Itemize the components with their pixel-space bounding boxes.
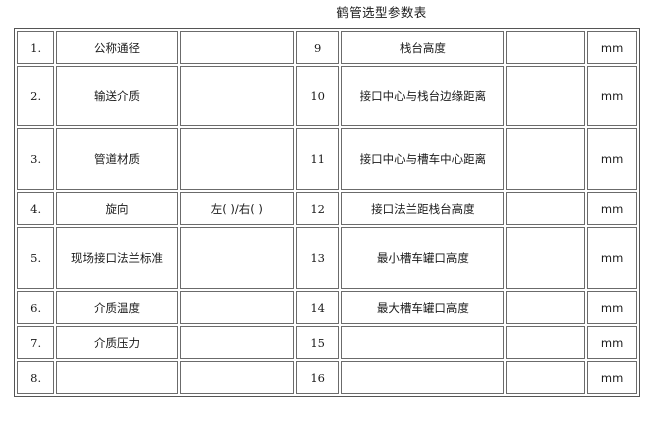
row-number-right: 13 (295, 227, 340, 289)
parameter-label-right: 接口法兰距栈台高度 (341, 192, 505, 225)
parameter-value-right[interactable] (506, 291, 586, 324)
parameter-value-left[interactable] (179, 31, 294, 64)
parameter-value-left[interactable] (179, 326, 294, 359)
parameter-table-body: 1. 公称通径 9 栈台高度 mm 2. 输送介质 10 接口中心与栈台边缘距离… (17, 31, 637, 394)
row-number-right: 14 (295, 291, 340, 324)
table-row: 5. 现场接口法兰标准 13 最小槽车罐口高度 mm (17, 227, 637, 289)
parameter-label-right: 最小槽车罐口高度 (341, 227, 505, 289)
row-number-right: 11 (295, 128, 340, 190)
row-number-right: 12 (295, 192, 340, 225)
row-number-right: 15 (295, 326, 340, 359)
parameter-unit: mm (587, 326, 637, 359)
row-number-left: 7. (17, 326, 55, 359)
parameter-label-left: 介质压力 (56, 326, 178, 359)
parameter-unit: mm (587, 192, 637, 225)
table-row: 6. 介质温度 14 最大槽车罐口高度 mm (17, 291, 637, 324)
parameter-value-right[interactable] (506, 31, 586, 64)
parameter-unit: mm (587, 361, 637, 394)
row-number-left: 3. (17, 128, 55, 190)
parameter-label-right: 接口中心与栈台边缘距离 (341, 66, 505, 126)
parameter-unit: mm (587, 31, 637, 64)
parameter-value-right[interactable] (506, 361, 586, 394)
parameter-label-right: 栈台高度 (341, 31, 505, 64)
parameter-label-right: 最大槽车罐口高度 (341, 291, 505, 324)
parameter-label-right (341, 361, 505, 394)
parameter-label-left: 管道材质 (56, 128, 178, 190)
parameter-label-left: 介质温度 (56, 291, 178, 324)
parameter-label-left: 公称通径 (56, 31, 178, 64)
parameter-table: 1. 公称通径 9 栈台高度 mm 2. 输送介质 10 接口中心与栈台边缘距离… (15, 29, 639, 396)
parameter-label-left: 输送介质 (56, 66, 178, 126)
row-number-right: 16 (295, 361, 340, 394)
parameter-unit: mm (587, 227, 637, 289)
row-number-left: 6. (17, 291, 55, 324)
parameter-value-right[interactable] (506, 192, 586, 225)
parameter-label-right (341, 326, 505, 359)
parameter-value-right[interactable] (506, 326, 586, 359)
parameter-value-left[interactable] (179, 291, 294, 324)
parameter-unit: mm (587, 291, 637, 324)
row-number-left: 2. (17, 66, 55, 126)
row-number-left: 8. (17, 361, 55, 394)
row-number-right: 10 (295, 66, 340, 126)
parameter-value-left[interactable] (179, 361, 294, 394)
parameter-unit: mm (587, 66, 637, 126)
table-row: 8. 16 mm (17, 361, 637, 394)
document-title: 鹤管选型参数表 (336, 5, 427, 20)
parameter-value-left[interactable] (179, 66, 294, 126)
table-row: 7. 介质压力 15 mm (17, 326, 637, 359)
parameter-table-container: 1. 公称通径 9 栈台高度 mm 2. 输送介质 10 接口中心与栈台边缘距离… (14, 28, 640, 397)
parameter-value-right[interactable] (506, 66, 586, 126)
parameter-value-left[interactable] (179, 227, 294, 289)
parameter-label-left: 旋向 (56, 192, 178, 225)
parameter-value-left[interactable]: 左( )/右( ) (179, 192, 294, 225)
parameter-value-right[interactable] (506, 227, 586, 289)
table-row: 4. 旋向 左( )/右( ) 12 接口法兰距栈台高度 mm (17, 192, 637, 225)
parameter-label-left (56, 361, 178, 394)
table-row: 2. 输送介质 10 接口中心与栈台边缘距离 mm (17, 66, 637, 126)
parameter-unit: mm (587, 128, 637, 190)
row-number-left: 4. (17, 192, 55, 225)
parameter-label-right: 接口中心与槽车中心距离 (341, 128, 505, 190)
row-number-left: 5. (17, 227, 55, 289)
row-number-right: 9 (295, 31, 340, 64)
parameter-value-right[interactable] (506, 128, 586, 190)
table-row: 1. 公称通径 9 栈台高度 mm (17, 31, 637, 64)
parameter-label-left: 现场接口法兰标准 (56, 227, 178, 289)
table-row: 3. 管道材质 11 接口中心与槽车中心距离 mm (17, 128, 637, 190)
parameter-value-left[interactable] (179, 128, 294, 190)
row-number-left: 1. (17, 31, 55, 64)
